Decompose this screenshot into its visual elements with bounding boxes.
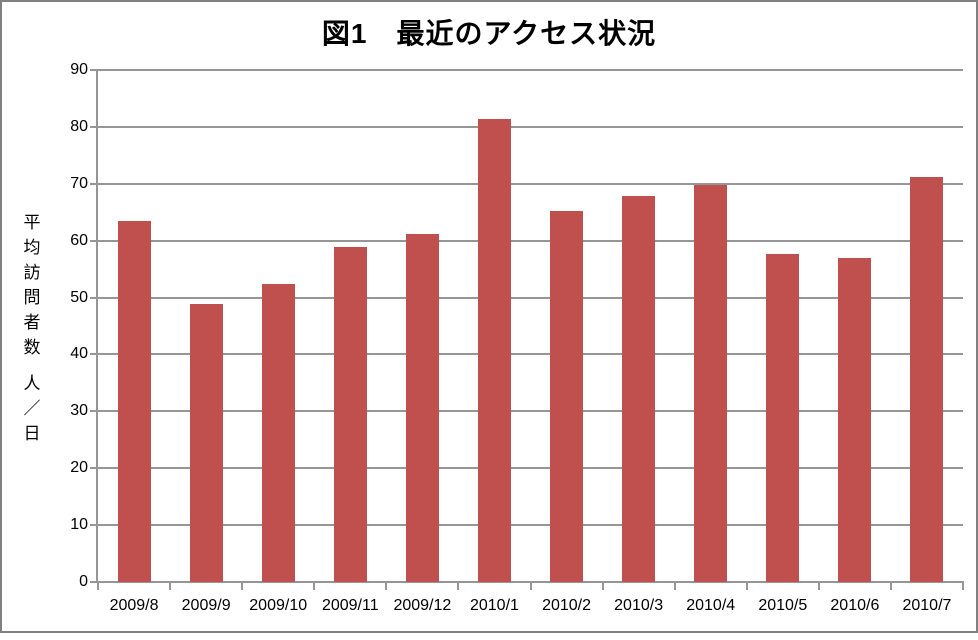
x-tick-label: 2010/4 <box>686 597 736 614</box>
y-axis-title-char: 訪 <box>23 263 41 282</box>
x-axis-tick <box>745 582 748 590</box>
x-tick-label: 2010/7 <box>902 597 952 614</box>
y-axis-unit-char: 人 <box>23 374 41 393</box>
y-tick-label: 90 <box>70 61 88 78</box>
y-axis-tick <box>90 410 98 413</box>
x-axis-tick <box>529 582 532 590</box>
y-axis-title-char: 問 <box>23 288 41 307</box>
x-axis-tick <box>169 582 172 590</box>
x-axis-tick <box>601 582 604 590</box>
y-tick-label: 60 <box>70 231 88 249</box>
y-gridline <box>98 69 963 71</box>
y-gridline <box>98 182 963 185</box>
y-tick-label: 70 <box>70 174 88 192</box>
x-axis-tick <box>97 582 99 590</box>
x-tick-label: 2010/3 <box>614 597 664 614</box>
x-axis-tick <box>962 582 964 590</box>
y-axis-title-char: 者 <box>23 313 41 332</box>
bar <box>333 246 367 582</box>
y-axis-unit-char: 日 <box>23 424 41 443</box>
y-gridline <box>98 296 963 299</box>
y-tick-label: 10 <box>70 516 88 534</box>
x-tick-label: 2009/8 <box>109 597 159 614</box>
x-axis-tick <box>817 582 820 590</box>
y-tick-label: 0 <box>79 573 88 590</box>
bar <box>550 211 584 582</box>
y-axis-title-char: 数 <box>23 338 41 357</box>
bar <box>189 303 223 582</box>
y-gridline <box>98 524 963 527</box>
y-tick-label: 20 <box>70 459 88 477</box>
x-tick-label: 2010/5 <box>758 597 808 614</box>
x-axis-tick <box>241 582 244 590</box>
y-gridline <box>98 467 963 470</box>
x-tick-label: 2010/1 <box>469 597 519 614</box>
bar <box>261 283 295 582</box>
y-tick-label: 50 <box>70 288 88 306</box>
y-gridline <box>98 353 963 356</box>
x-tick-label: 2010/2 <box>542 597 591 614</box>
bar <box>405 234 439 582</box>
x-tick-label: 2009/10 <box>249 597 308 614</box>
y-gridline <box>98 125 963 128</box>
y-axis-tick <box>90 69 98 71</box>
x-axis-tick <box>889 582 892 590</box>
x-axis-tick <box>673 582 676 590</box>
x-tick-label: 2009/11 <box>321 597 379 614</box>
bar <box>694 184 728 582</box>
y-axis-unit-char: ／ <box>23 399 41 418</box>
bar <box>910 176 944 582</box>
y-axis-tick <box>90 581 98 583</box>
bar <box>117 220 151 582</box>
bar <box>622 196 656 582</box>
y-tick-label: 40 <box>70 345 88 363</box>
chart-title: 図1 最近のアクセス状況 <box>321 18 657 49</box>
y-axis-tick <box>90 467 98 470</box>
y-axis-tick <box>90 239 98 242</box>
y-axis-tick <box>90 296 98 299</box>
y-tick-label: 30 <box>70 402 88 420</box>
bar <box>766 254 800 582</box>
x-axis-tick <box>457 582 460 590</box>
x-axis-tick <box>385 582 388 590</box>
y-axis-title-char: 平 <box>23 213 41 232</box>
x-axis-tick <box>313 582 316 590</box>
y-tick-label: 80 <box>70 117 88 135</box>
y-axis-tick <box>90 125 98 128</box>
y-axis-tick <box>90 353 98 356</box>
x-tick-label: 2009/12 <box>393 597 452 614</box>
bar <box>838 258 872 582</box>
y-gridline <box>98 410 963 413</box>
y-axis-tick <box>90 182 98 185</box>
y-axis-line <box>96 69 98 583</box>
x-tick-label: 2010/6 <box>830 597 880 614</box>
y-axis-title: 平均訪問者数人 ／ 日 <box>21 210 43 446</box>
x-tick-label: 2009/9 <box>181 597 231 614</box>
y-axis-title-char: 均 <box>23 238 41 257</box>
y-gridline <box>98 239 963 242</box>
bar <box>477 119 511 582</box>
y-axis-tick <box>90 524 98 527</box>
